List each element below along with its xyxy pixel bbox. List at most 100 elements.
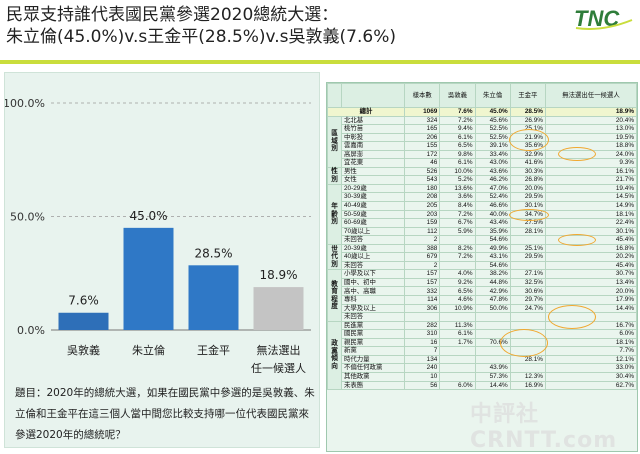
table-cell: 46.6% xyxy=(474,201,511,211)
table-cell: 35.9% xyxy=(474,226,511,237)
table-cell: 52.5% xyxy=(474,132,511,143)
header-divider xyxy=(0,60,640,64)
table-cell: 6.1% xyxy=(439,132,476,143)
table-cell: 26.8% xyxy=(509,175,546,185)
table-cell: 總計 xyxy=(326,107,406,117)
table-cell: 12.1% xyxy=(544,354,638,365)
row-label: 20-39歲 xyxy=(340,243,406,254)
table-cell: 7.2% xyxy=(439,252,476,262)
table-cell: 20.4% xyxy=(544,115,638,126)
table-row: 性別 男性 526 10.0% 43.6% 30.3% 16.1% xyxy=(327,166,638,185)
table-cell xyxy=(474,329,511,339)
row-label: 50-59歲 xyxy=(340,209,406,220)
table-cell: 20.0% xyxy=(509,183,546,194)
table-cell: 45.4% xyxy=(544,260,638,271)
table-row: 中彰投 206 6.1% 52.5% 21.9% 19.5% xyxy=(328,132,638,143)
table-cell: 41.6% xyxy=(509,158,546,168)
table-cell xyxy=(404,312,441,322)
table-cell xyxy=(439,346,476,356)
table-cell: 180 xyxy=(404,183,441,194)
row-label: 其他政黨 xyxy=(340,371,406,382)
row-label: 男性 xyxy=(340,166,406,177)
table-cell: 8.4% xyxy=(439,201,476,211)
bar-3 xyxy=(188,265,239,330)
category-label: 無法選出 xyxy=(257,343,301,357)
table-cell: 17.9% xyxy=(544,295,638,305)
table-cell xyxy=(474,312,511,322)
table-cell: 27.1% xyxy=(509,269,546,279)
table-cell: 9.4% xyxy=(439,124,476,134)
table-cell: 30.1% xyxy=(509,201,546,211)
group-label: 年齡別 xyxy=(327,183,342,245)
table-cell xyxy=(509,260,546,271)
table-cell: 18.9% xyxy=(544,107,638,117)
table-cell: 112 xyxy=(404,226,441,237)
table-cell xyxy=(439,354,476,365)
table-cell: 56 xyxy=(404,380,441,391)
table-cell: 240 xyxy=(404,363,441,373)
group-label: 世代別 xyxy=(327,243,342,271)
table-cell: 1.7% xyxy=(439,337,476,348)
table-cell xyxy=(439,371,476,382)
table-row: 區域別 北北基 324 7.2% 45.6% 26.9% 20.4% xyxy=(327,115,638,168)
table-cell xyxy=(474,354,511,365)
chart-panel: 0.0% 50.0% 100.0% 7.6% 吳敦義 45.0% 朱立倫 28.5% 王金平 18… xyxy=(4,72,320,448)
row-label: 小學及以下 xyxy=(340,269,406,279)
table-cell: 13.0% xyxy=(544,124,638,134)
table-cell: 2 xyxy=(404,260,441,271)
table-cell: 4.0% xyxy=(439,269,476,279)
title-line-2: 朱立倫(45.0%)v.s王金平(28.5%)v.s吳敦義(7.6%) xyxy=(6,27,396,47)
table-cell: 24.0% xyxy=(544,149,638,160)
row-label: 國中、初中 xyxy=(340,277,406,288)
table-row: 其他政黨 10 57.3% 12.3% 30.4% xyxy=(328,371,638,382)
table-cell: 5.9% xyxy=(439,226,476,237)
table-row: 高中、高職 332 6.5% 42.9% 30.6% 20.0% xyxy=(328,286,638,297)
page-title: 民眾支持誰代表國民黨參選2020總統大選： 朱立倫(45.0%)v.s王金平(2… xyxy=(6,4,566,48)
watermark: 中評社 CRNTT.com xyxy=(470,402,618,453)
table-cell: 16.1% xyxy=(544,166,638,177)
table-cell: 7.2% xyxy=(439,115,476,126)
table-cell: 45.4% xyxy=(544,235,638,245)
row-label: 時代力量 xyxy=(340,354,406,365)
table-cell: 7.7% xyxy=(544,346,638,356)
table-cell: 28.1% xyxy=(509,354,546,365)
table-cell: 19.5% xyxy=(544,132,638,143)
row-label: 不偏任何政黨 xyxy=(340,363,406,373)
data-label: 45.0% xyxy=(129,209,167,223)
table-cell: 10 xyxy=(404,371,441,382)
table-cell: 52.4% xyxy=(474,192,511,202)
table-cell: 20.2% xyxy=(544,252,638,262)
table-cell: 16.9% xyxy=(509,380,546,391)
group-label: 區域別 xyxy=(327,115,342,168)
table-cell: 26.9% xyxy=(509,115,546,126)
table-cell: 16 xyxy=(404,337,441,348)
table-cell: 6.5% xyxy=(439,141,476,151)
row-label: 20-29歲 xyxy=(340,183,406,194)
bar-2 xyxy=(123,227,174,330)
table-cell: 6.7% xyxy=(439,218,476,228)
table-cell: 10.9% xyxy=(439,303,476,314)
row-label: 專科 xyxy=(340,295,406,305)
table-cell: 1069 xyxy=(404,107,441,117)
table-cell: 282 xyxy=(404,320,441,331)
table-cell: 30.6% xyxy=(509,286,546,297)
table-cell: 14.4% xyxy=(544,303,638,314)
results-table: 樣本數 吳敦義 朱立倫 王金平 無法選出任一候選人 總計 1069 7.6% 45.0% 28.5… xyxy=(326,83,638,391)
table-cell xyxy=(509,329,546,339)
table-row: 30-39歲 208 3.6% 52.4% 29.5% 14.5% xyxy=(328,192,638,202)
table-cell: 21.7% xyxy=(544,175,638,185)
table-cell: 9.8% xyxy=(439,149,476,160)
table-cell: 310 xyxy=(404,329,441,339)
table-cell: 7.6% xyxy=(439,107,476,117)
table-row: 高屏澎 172 9.8% 33.4% 32.9% 24.0% xyxy=(328,149,638,160)
category-label: 吳敦義 xyxy=(67,343,100,357)
table-cell: 62.7% xyxy=(544,380,638,391)
table-row: 親民黨 16 1.7% 70.6% 18.1% xyxy=(328,337,638,348)
crosstab-table: 樣本數 吳敦義 朱立倫 王金平 無法選出任一候選人 總計 1069 7.6% 45.0% 28.5… xyxy=(326,82,638,452)
table-cell: 57.3% xyxy=(474,371,511,382)
table-cell: 203 xyxy=(404,209,441,220)
table-row: 大學及以上 306 10.9% 50.0% 24.7% 14.4% xyxy=(328,303,638,314)
table-cell: 6.0% xyxy=(439,380,476,391)
table-cell: 13.6% xyxy=(439,183,476,194)
data-label: 18.9% xyxy=(259,268,297,282)
